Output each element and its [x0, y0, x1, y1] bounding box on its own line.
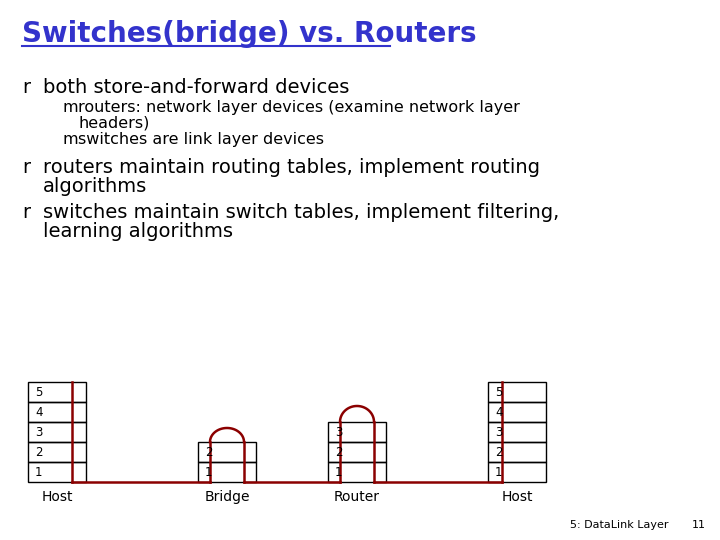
Text: 3: 3 — [35, 426, 42, 438]
Text: 11: 11 — [692, 520, 706, 530]
Bar — [28, 422, 86, 442]
Text: 2: 2 — [335, 446, 343, 458]
Bar — [198, 442, 256, 462]
Bar — [328, 422, 386, 442]
Text: 1: 1 — [205, 465, 212, 478]
Bar — [488, 402, 546, 422]
Bar — [488, 442, 546, 462]
Text: 2: 2 — [35, 446, 42, 458]
Text: 5: 5 — [495, 386, 503, 399]
Text: switches maintain switch tables, implement filtering,: switches maintain switch tables, impleme… — [43, 203, 559, 222]
Text: algorithms: algorithms — [43, 177, 148, 196]
Text: 3: 3 — [335, 426, 343, 438]
Text: m: m — [62, 132, 78, 147]
Text: routers: network layer devices (examine network layer: routers: network layer devices (examine … — [78, 100, 520, 115]
Text: Bridge: Bridge — [204, 490, 250, 504]
Text: both store-and-forward devices: both store-and-forward devices — [43, 78, 349, 97]
Bar — [28, 402, 86, 422]
Text: headers): headers) — [78, 115, 149, 130]
Text: r: r — [22, 203, 30, 222]
Text: 1: 1 — [335, 465, 343, 478]
Bar — [28, 462, 86, 482]
Text: 5: DataLink Layer: 5: DataLink Layer — [570, 520, 668, 530]
Text: 5: 5 — [35, 386, 42, 399]
Bar — [28, 382, 86, 402]
Text: switches are link layer devices: switches are link layer devices — [78, 132, 324, 147]
Bar — [488, 382, 546, 402]
Text: learning algorithms: learning algorithms — [43, 222, 233, 241]
Text: Host: Host — [501, 490, 533, 504]
Text: m: m — [62, 100, 78, 115]
Bar — [28, 442, 86, 462]
Text: Switches(bridge) vs. Routers: Switches(bridge) vs. Routers — [22, 20, 477, 48]
Text: r: r — [22, 158, 30, 177]
Text: routers maintain routing tables, implement routing: routers maintain routing tables, impleme… — [43, 158, 540, 177]
Bar — [198, 462, 256, 482]
Text: Router: Router — [334, 490, 380, 504]
Text: Host: Host — [41, 490, 73, 504]
Bar — [328, 462, 386, 482]
Text: r: r — [22, 78, 30, 97]
Bar — [328, 442, 386, 462]
Bar — [488, 462, 546, 482]
Bar — [488, 422, 546, 442]
Text: 1: 1 — [495, 465, 503, 478]
Text: 4: 4 — [495, 406, 503, 419]
Text: 3: 3 — [495, 426, 503, 438]
Text: 2: 2 — [495, 446, 503, 458]
Text: 1: 1 — [35, 465, 42, 478]
Text: 4: 4 — [35, 406, 42, 419]
Text: 2: 2 — [205, 446, 212, 458]
